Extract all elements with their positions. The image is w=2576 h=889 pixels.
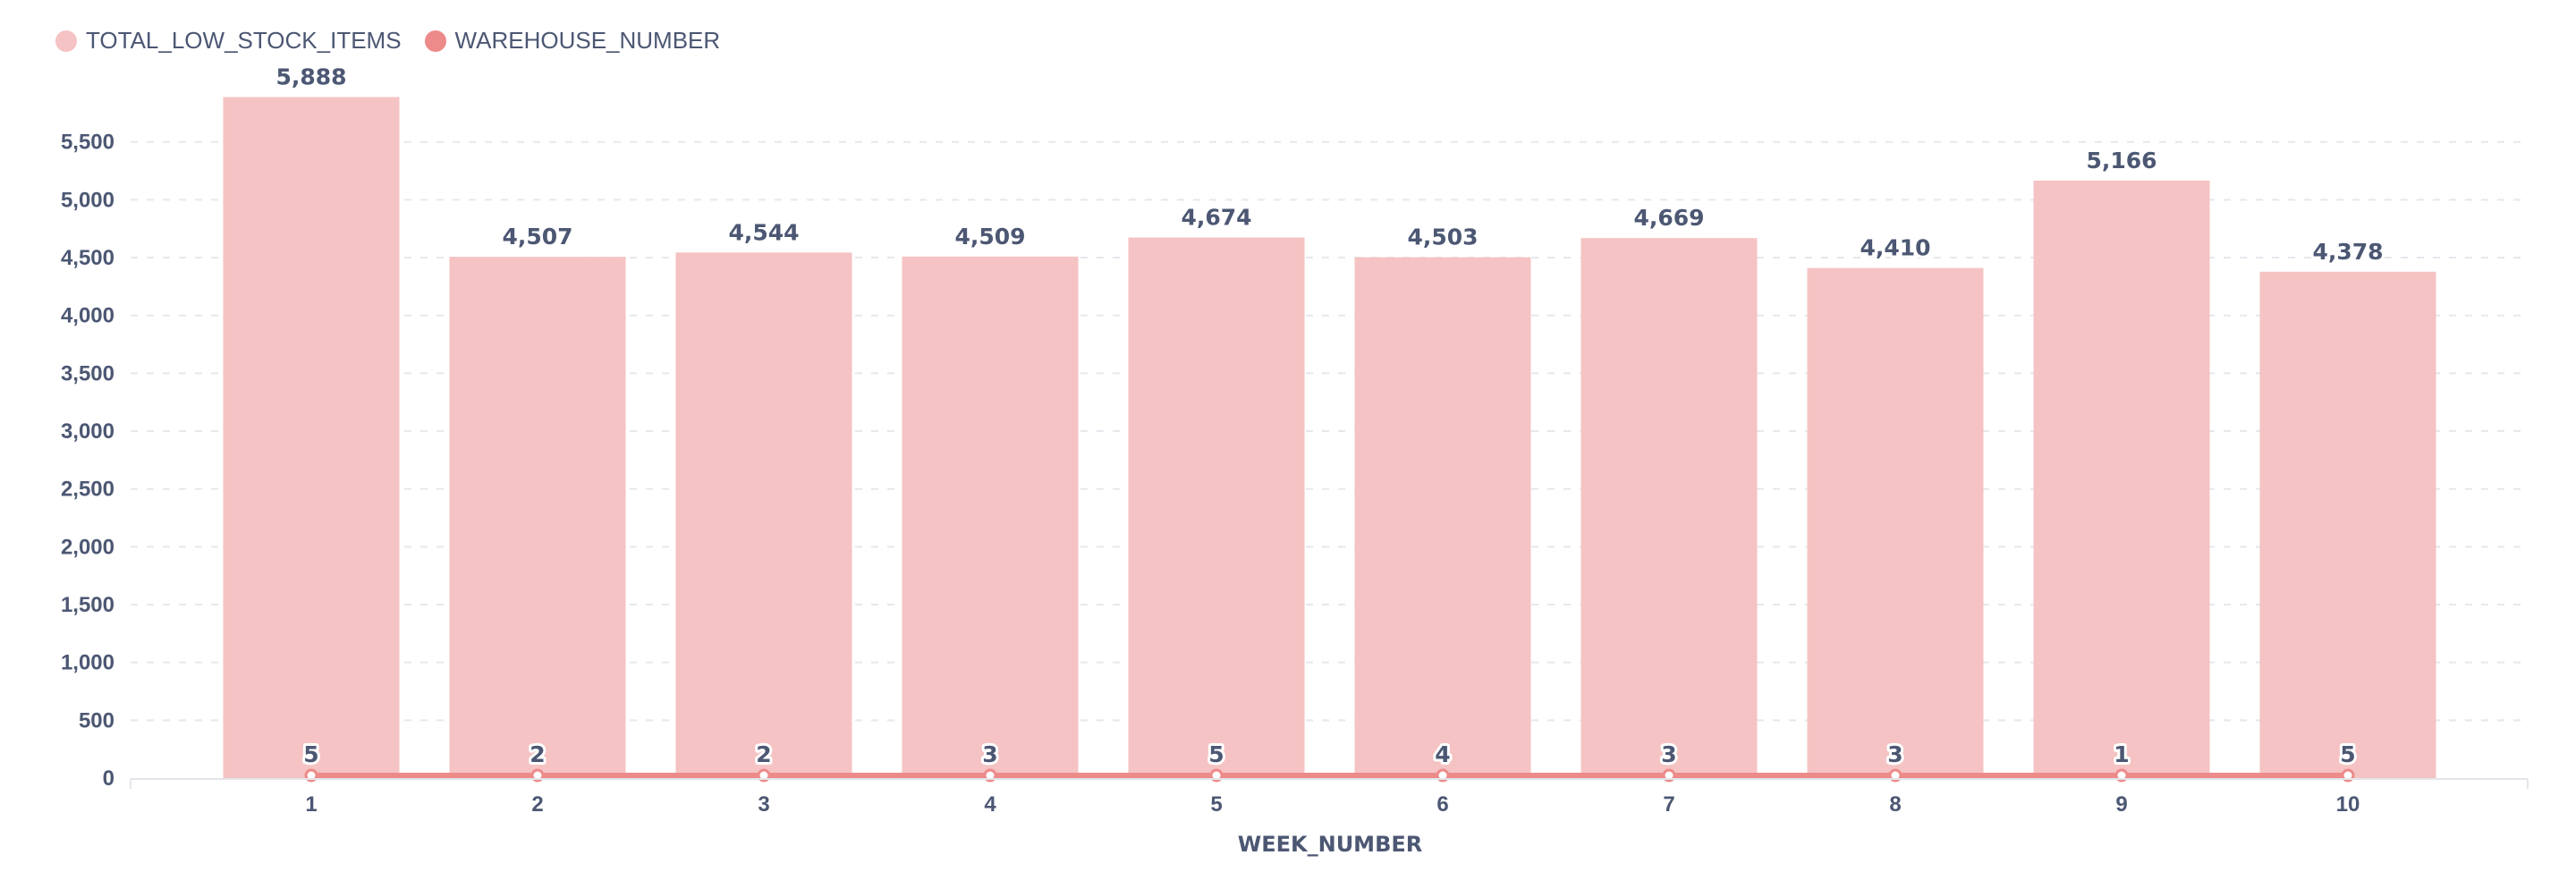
- bar-value-label: 4,544: [728, 219, 799, 245]
- bar-value-label: 4,378: [2312, 239, 2383, 265]
- legend-label: TOTAL_LOW_STOCK_ITEMS: [86, 27, 402, 54]
- bar-value-label: 4,503: [1407, 224, 1478, 250]
- data-labels: 5,888 4,507 4,544 4,509 4,674 4,503 4,669 4,410…: [273, 62, 2385, 770]
- line-value-label: 2: [756, 741, 771, 767]
- y-tick-label: 3,000: [61, 419, 114, 444]
- bar: [675, 252, 852, 778]
- line-value-label: 3: [1661, 741, 1676, 767]
- line-value-label: 5: [303, 741, 318, 767]
- line-value-label: 3: [1887, 741, 1902, 767]
- legend-item-total-low-stock-items[interactable]: TOTAL_LOW_STOCK_ITEMS: [55, 27, 402, 55]
- y-tick-label: 4,500: [61, 246, 114, 270]
- x-tick-label: 1: [305, 792, 317, 817]
- legend-label: WAREHOUSE_NUMBER: [454, 27, 721, 54]
- y-tick-label: 3,500: [61, 361, 114, 385]
- bar-value-label: 4,410: [1860, 235, 1930, 261]
- y-tick-label: 2,500: [61, 478, 114, 502]
- x-axis: 1 2 3 4 5 6 7 8 9 10: [130, 778, 2529, 817]
- bar: [1354, 257, 1531, 779]
- legend-dot-icon: [424, 30, 446, 52]
- x-tick-label: 9: [2115, 792, 2127, 817]
- line-value-label: 1: [2114, 741, 2129, 767]
- x-tick-label: 2: [531, 792, 543, 817]
- x-tick-label: 3: [758, 792, 769, 817]
- y-tick-label: 0: [103, 766, 114, 791]
- y-tick-label: 1,500: [61, 593, 114, 617]
- x-tick-label: 4: [984, 792, 996, 817]
- line-value-label: 5: [1208, 741, 1224, 767]
- y-tick-label: 500: [79, 708, 114, 732]
- legend-item-warehouse-number[interactable]: WAREHOUSE_NUMBER: [424, 27, 721, 55]
- chart-legend: TOTAL_LOW_STOCK_ITEMS WAREHOUSE_NUMBER: [55, 27, 743, 55]
- bar-value-label: 4,509: [954, 224, 1025, 250]
- bar: [902, 256, 1079, 778]
- y-tick-label: 1,000: [61, 651, 114, 675]
- x-tick-label: 10: [2336, 792, 2360, 817]
- y-tick-label: 2,000: [61, 535, 114, 559]
- bar: [449, 257, 626, 778]
- bar: [223, 97, 400, 778]
- x-tick-label: 5: [1210, 792, 1222, 817]
- line-value-label: 3: [982, 741, 997, 767]
- bar: [1128, 237, 1305, 778]
- y-axis: 0 500 1,000 1,500 2,000 2,500 3,000 3,500 4,000 4…: [61, 131, 114, 791]
- bar-value-label: 4,507: [502, 224, 572, 250]
- bar-value-label: 4,674: [1181, 205, 1251, 231]
- bar-value-label: 5,888: [275, 64, 346, 90]
- bar-value-label: 5,166: [2086, 148, 2157, 174]
- y-tick-label: 5,500: [61, 131, 114, 155]
- legend-dot-icon: [55, 30, 77, 52]
- line-series: [304, 768, 2355, 783]
- y-tick-label: 4,000: [61, 304, 114, 328]
- line-value-label: 2: [530, 741, 545, 767]
- y-tick-label: 5,000: [61, 188, 114, 212]
- x-axis-title: WEEK_NUMBER: [1238, 832, 1422, 857]
- bar: [1807, 267, 1984, 778]
- x-tick-label: 6: [1436, 792, 1448, 817]
- x-tick-label: 8: [1889, 792, 1901, 817]
- bar: [1580, 238, 1758, 778]
- bar-value-label: 4,669: [1633, 205, 1704, 231]
- bar: [2033, 180, 2210, 779]
- x-tick-label: 7: [1663, 792, 1674, 817]
- line-value-label: 4: [1435, 741, 1450, 767]
- line-value-label: 5: [2340, 741, 2355, 767]
- bar-series: [223, 97, 2436, 779]
- bar: [2259, 271, 2436, 778]
